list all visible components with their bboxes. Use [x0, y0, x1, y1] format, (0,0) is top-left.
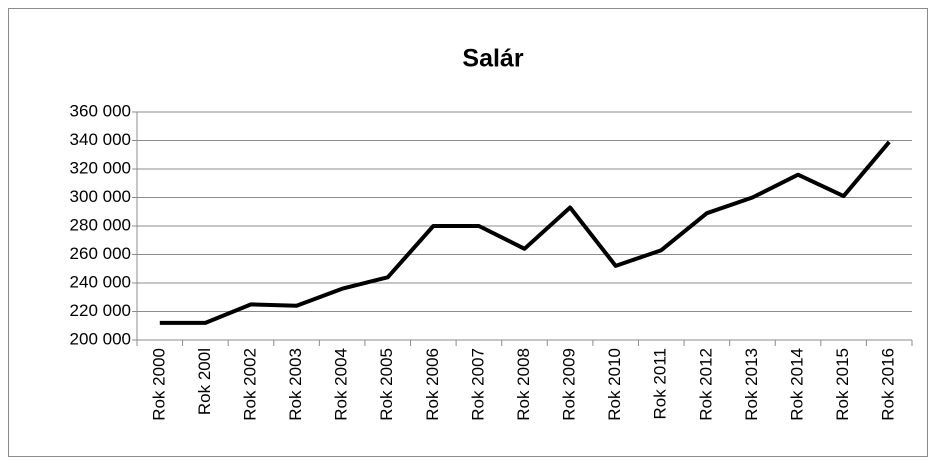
x-tick-label: Rok 200l [195, 348, 214, 415]
x-tick-label: Rok 2012 [696, 348, 715, 421]
x-tick-label: Rok 2014 [788, 348, 807, 421]
x-tick-label: Rok 2016 [879, 348, 898, 421]
x-tick-label: Rok 2008 [514, 348, 533, 421]
chart-border [8, 8, 928, 457]
y-tick-label: 200 000 [70, 329, 131, 348]
x-tick-label: Rok 2015 [833, 348, 852, 421]
x-tick-label: Rok 2004 [332, 348, 351, 421]
x-tick-label: Rok 2011 [651, 348, 670, 420]
x-tick-label: Rok 2009 [560, 348, 579, 421]
y-tick-label: 260 000 [70, 244, 131, 263]
x-tick-label: Rok 2006 [423, 348, 442, 421]
x-tick-label: Rok 2007 [468, 348, 487, 421]
x-tick-label: Rok 2000 [149, 348, 168, 421]
y-tick-label: 220 000 [70, 301, 131, 320]
line [159, 140, 891, 325]
x-tick-label: Rok 2010 [605, 348, 624, 421]
y-tick-label: 340 000 [70, 130, 131, 149]
x-tick-label: Rok 2013 [742, 348, 761, 421]
x-tick-label: Rok 2003 [286, 348, 305, 421]
x-tick-label: Rok 2005 [377, 348, 396, 421]
x-tick-label: Rok 2002 [240, 348, 259, 421]
y-tick-label: 360 000 [70, 101, 131, 120]
y-tick-label: 300 000 [70, 187, 131, 206]
chart-title: Salár [462, 45, 523, 73]
y-tick-label: 320 000 [70, 158, 131, 177]
y-tick-label: 280 000 [70, 215, 131, 234]
y-tick-label: 240 000 [70, 272, 131, 291]
